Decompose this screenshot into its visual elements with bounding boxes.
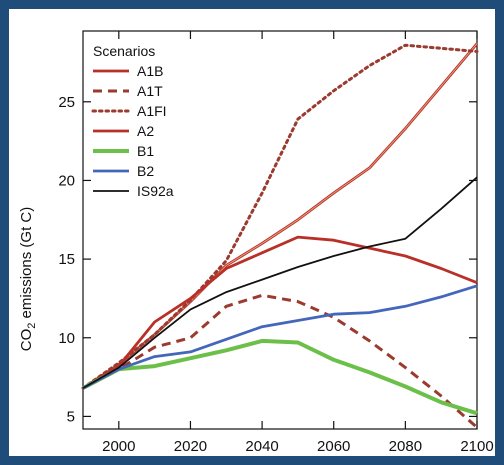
legend-label-b2: B2 (137, 163, 154, 179)
chart-frame: 2000 2020 2040 2060 2080 2100 5 10 15 20 25 Scenar… (9, 9, 495, 456)
plot-border (82, 30, 478, 430)
legend-label-a1t: A1T (137, 83, 163, 99)
y-tick-label: 20 (58, 172, 75, 189)
x-tick-label: 2000 (102, 438, 135, 455)
y-tick-label: 25 (58, 94, 75, 111)
x-tick-label: 2060 (317, 438, 350, 455)
series-line-a2 (82, 235, 478, 390)
y-axis-title-subscript: 2 (26, 323, 38, 329)
series-line-a1t (82, 293, 478, 429)
series-line-b1 (82, 338, 478, 416)
y-axis-title: CO2 emissions (Gt C) (18, 207, 38, 351)
axes: 2000 2020 2040 2060 2080 2100 5 10 15 20 25 (58, 30, 494, 455)
series-line-is92a (82, 176, 478, 389)
series-line-a1fi (81, 43, 479, 390)
x-tick-label: 2020 (174, 438, 207, 455)
legend-title: Scenarios (93, 43, 155, 59)
series-layer (81, 42, 479, 429)
legend-label-b1: B1 (137, 143, 154, 159)
x-tick-label: 2040 (245, 438, 278, 455)
legend-label-is92a: IS92a (137, 183, 174, 199)
legend-label-a2: A2 (137, 123, 154, 139)
legend-label-a1fi: A1FI (137, 103, 167, 119)
legend-label-a1b: A1B (137, 63, 163, 79)
emissions-chart: 2000 2020 2040 2060 2080 2100 5 10 15 20 25 Scenar… (18, 30, 494, 455)
y-tick-label: 15 (58, 251, 75, 268)
x-tick-label: 2100 (460, 438, 493, 455)
y-tick-label: 5 (67, 408, 75, 425)
x-tick-label: 2080 (389, 438, 422, 455)
series-line-b2 (82, 284, 478, 390)
legend: Scenarios A1B A1T A1FI A2 B1 B2 IS92a (91, 43, 174, 199)
y-tick-label: 10 (58, 330, 75, 347)
